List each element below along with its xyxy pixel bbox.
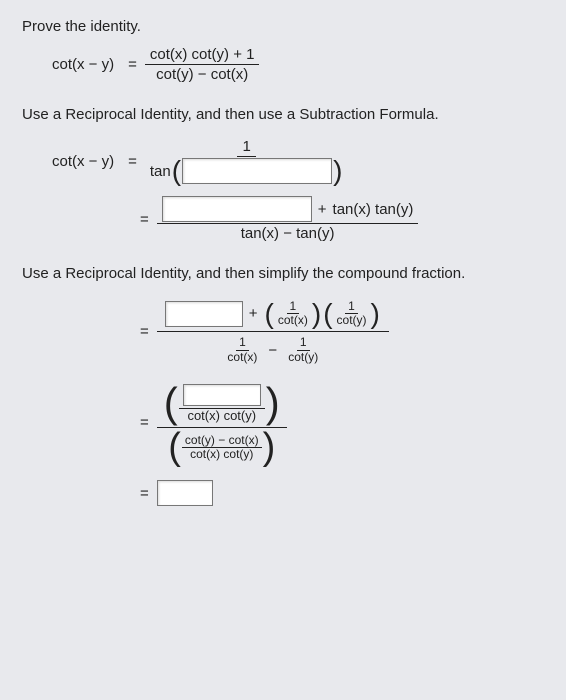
rparen: ) xyxy=(333,158,342,183)
rparen: ) xyxy=(371,301,380,326)
mini-den: cot(x) xyxy=(224,351,260,364)
input-step3-num[interactable] xyxy=(165,301,243,327)
input-final[interactable] xyxy=(157,480,213,506)
step4-fraction: ( cot(x) cot(y) ) ( cot(y) − cot(x) cot(… xyxy=(157,378,287,467)
lparen: ( xyxy=(323,301,332,326)
one-over-cotx-den: 1 cot(x) xyxy=(224,336,260,363)
instruction-1: Use a Reciprocal Identity, and then use … xyxy=(22,106,544,123)
step-4: = ( cot(x) cot(y) ) ( cot(y) − cot(x) co… xyxy=(132,378,544,467)
heading: Prove the identity. xyxy=(22,18,544,35)
equals-sign: = xyxy=(140,211,149,228)
minus-sign: − xyxy=(268,342,277,359)
step4-num-inner-den: cot(x) cot(y) xyxy=(184,409,259,423)
step4-denominator: ( cot(y) − cot(x) cot(x) cot(y) ) xyxy=(161,428,282,466)
step-3: = + ( 1 cot(x) ) ( 1 cot(y) ) 1 cot(x) − xyxy=(132,296,544,368)
identity-equation: cot(x − y) = cot(x) cot(y) + 1 cot(y) − … xyxy=(52,45,544,84)
step4-den-inner-frac: cot(y) − cot(x) cot(x) cot(y) xyxy=(182,434,262,461)
lparen: ( xyxy=(172,158,181,183)
equals-sign: = xyxy=(128,56,137,73)
step1-numerator: 1 xyxy=(237,137,255,157)
step2-numerator: + tan(x) tan(y) xyxy=(157,195,419,224)
step3-denominator: 1 cot(x) − 1 cot(y) xyxy=(216,332,329,367)
step2-fraction: + tan(x) tan(y) tan(x) − tan(y) xyxy=(157,195,419,243)
step4-num-inner-frac: cot(x) cot(y) xyxy=(179,382,265,423)
lparen: ( xyxy=(168,432,181,462)
tan-label: tan xyxy=(150,163,171,180)
mini-den: cot(y) xyxy=(285,351,321,364)
step3-numerator: + ( 1 cot(x) ) ( 1 cot(y) ) xyxy=(157,296,389,332)
mini-num: 1 xyxy=(345,300,358,314)
step1-lhs: cot(x − y) xyxy=(52,153,114,170)
step2-denominator: tan(x) − tan(y) xyxy=(236,224,340,243)
mini-den: cot(x) xyxy=(275,314,311,327)
step-1: cot(x − y) = 1 tan ( ) xyxy=(52,137,544,185)
equals-sign: = xyxy=(128,153,137,170)
identity-denominator: cot(y) − cot(x) xyxy=(151,65,253,84)
plus-sign: + xyxy=(249,305,258,322)
step-2: = + tan(x) tan(y) tan(x) − tan(y) xyxy=(132,195,544,243)
equals-sign: = xyxy=(140,323,149,340)
mini-num: 1 xyxy=(297,336,310,350)
one-over-cotx: 1 cot(x) xyxy=(275,300,311,327)
step-5: = xyxy=(132,480,544,506)
mini-num: 1 xyxy=(287,300,300,314)
input-step4-num[interactable] xyxy=(183,384,261,406)
step4-num-inner-num xyxy=(179,382,265,409)
lparen: ( xyxy=(164,386,178,420)
rparen: ) xyxy=(263,432,276,462)
step1-fraction: 1 tan ( ) xyxy=(145,137,349,185)
mini-num: 1 xyxy=(236,336,249,350)
equals-sign: = xyxy=(140,414,149,431)
lparen: ( xyxy=(265,301,274,326)
step1-denominator: tan ( ) xyxy=(145,157,349,185)
tanx-tany-product: tan(x) tan(y) xyxy=(333,201,414,218)
one-over-coty-den: 1 cot(y) xyxy=(285,336,321,363)
step3-fraction: + ( 1 cot(x) ) ( 1 cot(y) ) 1 cot(x) − 1… xyxy=(157,296,389,368)
rparen: ) xyxy=(312,301,321,326)
one-over-coty: 1 cot(y) xyxy=(334,300,370,327)
instruction-2: Use a Reciprocal Identity, and then simp… xyxy=(22,265,544,282)
identity-numerator: cot(x) cot(y) + 1 xyxy=(145,45,260,65)
step4-den-inner-den: cot(x) cot(y) xyxy=(187,448,256,461)
input-tan-arg[interactable] xyxy=(182,158,332,184)
plus-sign: + xyxy=(318,201,327,218)
identity-rhs-fraction: cot(x) cot(y) + 1 cot(y) − cot(x) xyxy=(145,45,260,84)
identity-lhs: cot(x − y) xyxy=(52,56,114,73)
step4-den-inner-num: cot(y) − cot(x) xyxy=(182,434,262,448)
input-step2-num[interactable] xyxy=(162,196,312,222)
equals-sign: = xyxy=(140,485,149,502)
step4-numerator: ( cot(x) cot(y) ) xyxy=(157,378,287,428)
mini-den: cot(y) xyxy=(334,314,370,327)
rparen: ) xyxy=(266,386,280,420)
